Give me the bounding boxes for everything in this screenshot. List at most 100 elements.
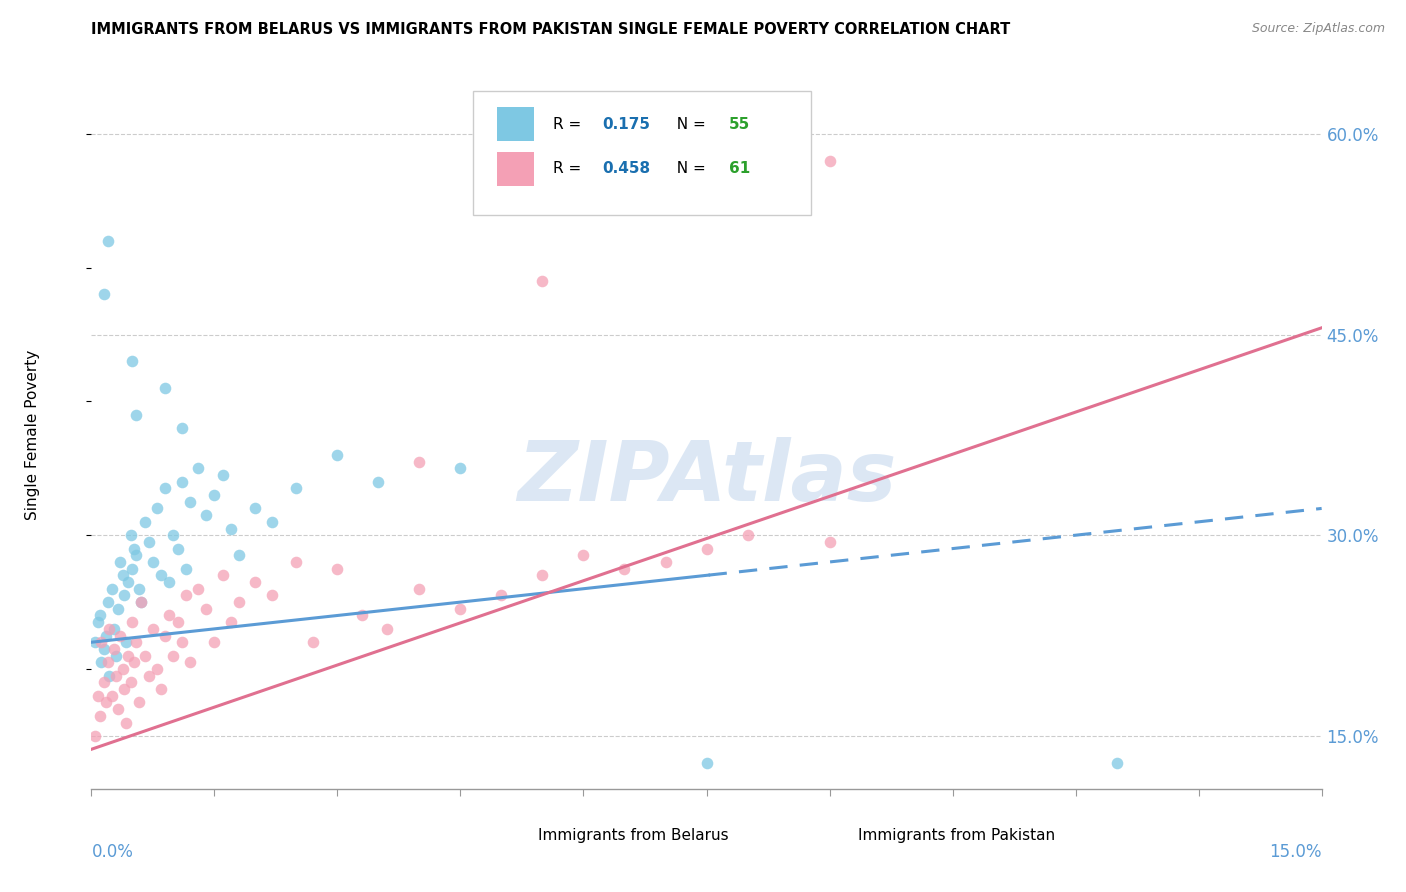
Text: 61: 61	[728, 161, 749, 177]
Point	[101, 689, 124, 703]
Point	[408, 582, 430, 596]
Point	[211, 468, 233, 483]
Text: ZIPAtlas: ZIPAtlas	[517, 437, 896, 518]
Point	[695, 541, 717, 556]
Point	[103, 622, 125, 636]
FancyBboxPatch shape	[501, 825, 529, 847]
Point	[170, 635, 193, 649]
Point	[142, 555, 165, 569]
Point	[97, 595, 120, 609]
Point	[228, 548, 250, 563]
Point	[202, 635, 225, 649]
Point	[153, 628, 177, 642]
Point	[121, 562, 143, 576]
Point	[187, 461, 209, 475]
Point	[174, 562, 197, 576]
Text: 0.0%: 0.0%	[91, 843, 134, 861]
Point	[107, 702, 129, 716]
Point	[162, 648, 184, 663]
Point	[260, 515, 283, 529]
Point	[367, 475, 389, 489]
Point	[285, 482, 308, 496]
FancyBboxPatch shape	[498, 152, 534, 186]
Point	[150, 681, 173, 696]
Point	[90, 635, 112, 649]
Point	[128, 696, 150, 710]
Point	[90, 655, 112, 669]
Point	[120, 675, 142, 690]
Point	[125, 635, 148, 649]
Point	[157, 575, 180, 590]
Point	[89, 708, 111, 723]
Text: Immigrants from Pakistan: Immigrants from Pakistan	[858, 828, 1054, 843]
Point	[98, 622, 121, 636]
Point	[301, 635, 323, 649]
Point	[129, 595, 152, 609]
Text: Single Female Poverty: Single Female Poverty	[25, 350, 39, 520]
Point	[326, 562, 349, 576]
Point	[96, 628, 117, 642]
Point	[818, 153, 841, 168]
Text: N =: N =	[666, 161, 711, 177]
Point	[84, 635, 107, 649]
Point	[531, 274, 554, 288]
Point	[228, 595, 250, 609]
Point	[112, 681, 135, 696]
Point	[121, 354, 143, 368]
Point	[112, 589, 135, 603]
Point	[166, 541, 188, 556]
Point	[202, 488, 225, 502]
Text: N =: N =	[666, 117, 711, 132]
FancyBboxPatch shape	[472, 91, 811, 215]
Point	[87, 615, 110, 630]
Point	[107, 602, 129, 616]
Point	[211, 568, 233, 582]
Text: 0.458: 0.458	[602, 161, 650, 177]
Text: 0.175: 0.175	[602, 117, 650, 132]
Point	[818, 535, 841, 549]
Point	[89, 608, 111, 623]
Point	[125, 548, 148, 563]
Point	[491, 589, 513, 603]
Point	[695, 756, 717, 770]
Point	[134, 515, 156, 529]
Point	[108, 555, 131, 569]
Point	[114, 715, 138, 730]
Point	[101, 582, 124, 596]
Point	[97, 234, 120, 248]
Text: Source: ZipAtlas.com: Source: ZipAtlas.com	[1251, 22, 1385, 36]
Point	[108, 628, 131, 642]
Point	[129, 595, 152, 609]
Point	[179, 494, 201, 508]
Point	[531, 568, 554, 582]
Point	[93, 287, 115, 301]
Point	[114, 635, 138, 649]
Point	[138, 535, 160, 549]
Point	[84, 729, 107, 743]
Point	[449, 602, 471, 616]
FancyBboxPatch shape	[821, 825, 848, 847]
Point	[153, 482, 177, 496]
Point	[170, 475, 193, 489]
Point	[128, 582, 150, 596]
Point	[105, 648, 127, 663]
Point	[157, 608, 180, 623]
Point	[187, 582, 209, 596]
Point	[87, 689, 110, 703]
Text: 15.0%: 15.0%	[1270, 843, 1322, 861]
Point	[572, 548, 595, 563]
Point	[260, 589, 283, 603]
Point	[219, 521, 242, 535]
Point	[111, 662, 134, 676]
FancyBboxPatch shape	[498, 107, 534, 141]
Point	[174, 589, 197, 603]
Point	[111, 568, 134, 582]
Point	[117, 648, 139, 663]
Point	[125, 408, 148, 422]
Point	[166, 615, 188, 630]
Point	[179, 655, 201, 669]
Text: 55: 55	[728, 117, 749, 132]
Text: Immigrants from Belarus: Immigrants from Belarus	[538, 828, 728, 843]
Point	[146, 662, 169, 676]
Point	[120, 528, 142, 542]
